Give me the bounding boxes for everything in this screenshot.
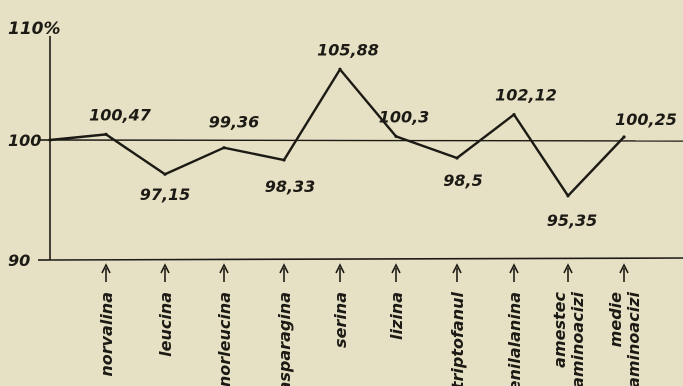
category-arrow-head xyxy=(509,263,519,274)
data-label: 98,33 xyxy=(265,177,316,196)
data-label: 105,88 xyxy=(317,40,379,59)
data-point xyxy=(104,132,108,136)
category-arrow-head xyxy=(279,263,289,274)
data-label: 98,5 xyxy=(443,171,482,190)
data-point xyxy=(622,135,626,139)
category-arrow-head xyxy=(160,263,170,274)
data-point xyxy=(222,146,226,150)
data-label: 102,12 xyxy=(495,86,557,105)
x-tick-label: norleucina xyxy=(215,292,234,386)
y-tick-label: 100 xyxy=(8,131,41,150)
category-arrow-head xyxy=(391,263,401,274)
reference-line-100 xyxy=(49,139,683,142)
data-point xyxy=(394,134,398,138)
data-point xyxy=(512,113,516,117)
data-label: 97,15 xyxy=(140,185,191,204)
category-arrow-head xyxy=(101,263,111,274)
data-point xyxy=(455,156,459,160)
x-tick-label: amestecaminoacizi xyxy=(550,291,587,386)
y-tick-label: 90 xyxy=(8,251,30,270)
y-axis-label: 110% xyxy=(8,19,61,39)
data-point xyxy=(282,158,286,162)
category-arrow-head xyxy=(219,263,229,274)
category-arrow-head xyxy=(563,263,573,274)
data-label: 100,3 xyxy=(379,107,430,126)
data-point xyxy=(163,172,167,176)
x-axis xyxy=(49,257,683,261)
data-label: 99,36 xyxy=(209,113,260,132)
data-label: 100,47 xyxy=(89,105,152,124)
x-tick-label: medieaminoacizi xyxy=(606,291,643,386)
x-tick-label: asparagina xyxy=(275,292,294,386)
x-tick-label: leucina xyxy=(156,292,175,357)
category-arrow-head xyxy=(452,263,462,274)
x-tick-label: lizina xyxy=(387,292,406,340)
data-point xyxy=(338,67,342,71)
x-tick-label: norvalina xyxy=(97,292,116,377)
data-label: 100,25 xyxy=(615,110,677,129)
category-arrow-head xyxy=(619,263,629,274)
category-arrow-head xyxy=(335,263,345,274)
data-point xyxy=(566,194,570,198)
data-label: 95,35 xyxy=(547,211,598,230)
x-tick-label: serina xyxy=(331,292,350,348)
data-point xyxy=(48,138,52,142)
x-tick-label: fenilalanina xyxy=(505,292,524,386)
x-tick-label: triptofanul xyxy=(448,291,467,386)
